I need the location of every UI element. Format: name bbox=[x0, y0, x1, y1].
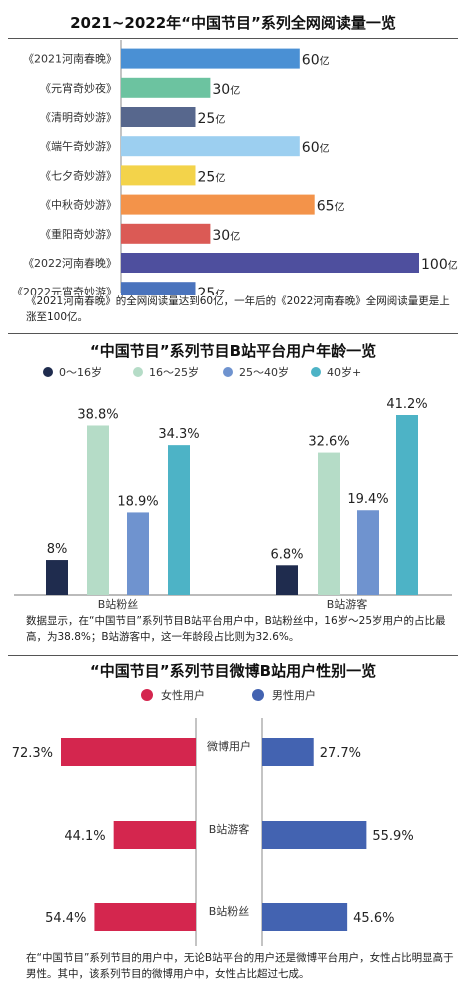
chart1-bar bbox=[121, 136, 300, 157]
chart2-bar bbox=[276, 565, 298, 595]
chart2-legend-marker bbox=[223, 367, 233, 377]
chart3-legend-marker bbox=[252, 689, 264, 701]
chart1-title: 2021~2022年“中国节目”系列全网阅读量一览 bbox=[70, 14, 396, 32]
chart2-value-label: 8% bbox=[47, 542, 68, 557]
chart2-value-label: 6.8% bbox=[270, 547, 303, 562]
chart3-female-bar bbox=[94, 903, 196, 931]
chart3-female-bar bbox=[113, 821, 196, 849]
chart1-value-label: 30亿 bbox=[212, 228, 240, 244]
chart2-value-label: 41.2% bbox=[386, 397, 427, 412]
chart3-female-bar bbox=[61, 738, 196, 766]
chart3-category-label: 微博用户 bbox=[207, 739, 251, 753]
chart1-bar bbox=[121, 253, 419, 273]
chart3-note: 在“中国节目”系列节目的用户中，无论B站平台的用户还是微博平台用户，女性占比明显… bbox=[26, 952, 454, 980]
chart2-legend-label: 40岁+ bbox=[327, 365, 361, 379]
chart2-bar bbox=[46, 560, 68, 595]
chart3-category-label: B站粉丝 bbox=[209, 904, 250, 918]
chart1-value-label: 25亿 bbox=[198, 286, 226, 295]
chart1-category-label: 《2021河南春晚》 bbox=[23, 53, 117, 66]
chart2-legend-marker bbox=[43, 367, 53, 377]
chart1-bar bbox=[121, 48, 300, 69]
chart1-category-label: 《重阳奇妙游》 bbox=[40, 227, 117, 241]
chart3-male-bar bbox=[262, 738, 314, 766]
chart3-female-value: 54.4% bbox=[45, 911, 86, 926]
gender-distribution-chart: 女性用户 男性用户 72.3% 27.7% 微博用户 44.1% 55.9% B站游客 54.4… bbox=[12, 688, 414, 946]
chart1-value-label: 25亿 bbox=[198, 111, 226, 127]
chart1-category-label: 《2022河南春晚》 bbox=[23, 257, 117, 270]
chart2-group-label: B站粉丝 bbox=[98, 597, 139, 611]
chart3-title: “中国节目”系列节目微博B站用户性别一览 bbox=[89, 662, 377, 680]
chart3-category-label: B站游客 bbox=[209, 822, 250, 836]
chart2-value-label: 34.3% bbox=[158, 427, 199, 442]
chart1-value-label: 100亿 bbox=[421, 257, 458, 273]
chart2-value-label: 18.9% bbox=[117, 494, 158, 509]
chart3-legend-label: 男性用户 bbox=[272, 688, 316, 702]
chart2-value-label: 19.4% bbox=[347, 492, 388, 507]
chart1-bar bbox=[121, 223, 211, 244]
chart2-legend-marker bbox=[311, 367, 321, 377]
chart3-male-value: 27.7% bbox=[320, 746, 361, 761]
chart2-legend-marker bbox=[133, 367, 143, 377]
chart3-male-bar bbox=[262, 903, 348, 931]
chart1-top-rule bbox=[8, 38, 458, 39]
chart1-value-label: 65亿 bbox=[317, 199, 345, 215]
chart2-bar bbox=[357, 510, 379, 595]
chart1-category-label: 《中秋奇妙游》 bbox=[40, 198, 117, 212]
chart2-title: “中国节目”系列节目B站平台用户年龄一览 bbox=[89, 342, 377, 360]
chart2-legend-label: 0～16岁 bbox=[59, 365, 102, 379]
chart3-male-bar bbox=[262, 821, 367, 849]
chart1-category-label: 《2022元宵奇妙游》 bbox=[12, 285, 117, 295]
chart2-bar bbox=[318, 452, 340, 595]
chart2-value-label: 32.6% bbox=[308, 435, 349, 450]
chart1-value-label: 60亿 bbox=[302, 53, 330, 69]
chart2-bar bbox=[396, 415, 418, 595]
chart2-bar bbox=[168, 445, 190, 595]
chart3-top-rule bbox=[8, 655, 458, 656]
chart3-female-value: 44.1% bbox=[64, 829, 105, 844]
chart3-legend-label: 女性用户 bbox=[161, 688, 205, 702]
chart3-male-value: 55.9% bbox=[372, 829, 413, 844]
chart3-legend-marker bbox=[141, 689, 153, 701]
chart2-group-label: B站游客 bbox=[327, 597, 368, 611]
chart2-note: 数据显示，在“中国节目”系列节目B站平台用户中，B站粉丝中，16岁～25岁用户的… bbox=[26, 615, 446, 643]
chart2-bar bbox=[127, 512, 149, 595]
chart3-male-value: 45.6% bbox=[353, 911, 394, 926]
chart2-bar bbox=[87, 425, 109, 595]
chart1-bar bbox=[121, 282, 196, 295]
chart1-bar bbox=[121, 165, 196, 186]
chart1-value-label: 25亿 bbox=[198, 169, 226, 185]
chart1-value-label: 60亿 bbox=[302, 140, 330, 156]
chart2-legend-label: 16～25岁 bbox=[149, 365, 199, 379]
chart1-value-label: 30亿 bbox=[212, 82, 240, 98]
chart2-value-label: 38.8% bbox=[77, 407, 118, 422]
chart1-category-label: 《清明奇妙游》 bbox=[40, 110, 117, 124]
age-distribution-bar-chart: 0～16岁 16～25岁 25～40岁 40岁+ 8% 38.8% 18.9% 34.3% B站… bbox=[14, 365, 452, 611]
chart1-bar bbox=[121, 77, 211, 98]
chart1-bar bbox=[121, 107, 196, 127]
chart1-category-label: 《端午奇妙游》 bbox=[40, 139, 117, 153]
chart2-legend-label: 25～40岁 bbox=[239, 365, 289, 379]
chart3-female-value: 72.3% bbox=[12, 746, 53, 761]
chart1-category-label: 《元宵奇妙夜》 bbox=[40, 81, 117, 95]
chart1-category-label: 《七夕奇妙游》 bbox=[40, 168, 117, 182]
chart1-note: 《2021河南春晚》的全网阅读量达到60亿，一年后的《2022河南春晚》全网阅读… bbox=[26, 295, 450, 323]
chart2-top-rule bbox=[8, 333, 458, 334]
chart1-bar bbox=[121, 194, 315, 215]
reading-volume-bar-chart: 《2021河南春晚》 60亿《元宵奇妙夜》 30亿《清明奇妙游》 25亿《端午奇妙游》… bbox=[12, 40, 458, 295]
